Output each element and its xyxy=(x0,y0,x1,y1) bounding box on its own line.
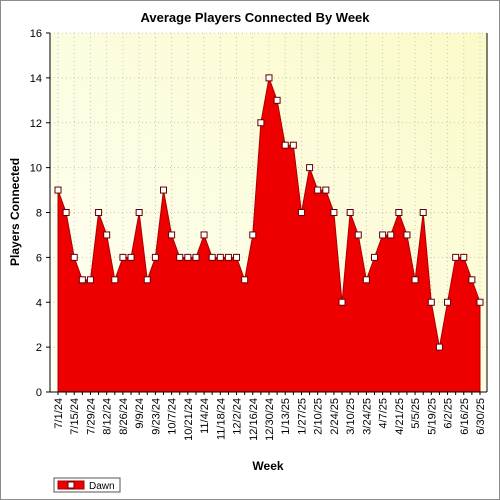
data-point xyxy=(460,253,468,261)
legend-label: Dawn xyxy=(89,481,115,492)
data-point xyxy=(476,298,484,306)
x-axis-label: Week xyxy=(252,459,283,473)
x-tick-label: 11/18/24 xyxy=(215,398,227,440)
data-point xyxy=(468,276,476,284)
data-point xyxy=(151,253,159,261)
x-tick-label: 9/9/24 xyxy=(134,398,146,429)
data-point xyxy=(427,298,435,306)
data-point xyxy=(111,276,119,284)
data-point xyxy=(241,276,249,284)
legend: Dawn xyxy=(53,477,121,493)
data-point xyxy=(127,253,135,261)
x-tick-label: 1/27/25 xyxy=(296,398,308,435)
x-tick-label: 12/30/24 xyxy=(264,398,276,441)
data-point xyxy=(86,276,94,284)
x-tick-label: 9/23/24 xyxy=(150,398,162,435)
data-point xyxy=(257,119,265,127)
data-point xyxy=(54,186,62,194)
y-tick-label: 4 xyxy=(36,297,42,309)
data-point xyxy=(62,209,70,216)
data-point xyxy=(200,231,208,239)
x-tick-label: 4/21/25 xyxy=(394,398,406,435)
data-point xyxy=(216,253,224,261)
data-point xyxy=(119,253,127,261)
x-tick-label: 3/24/25 xyxy=(361,398,373,435)
y-tick-label: 10 xyxy=(30,163,42,175)
data-point xyxy=(95,209,103,216)
data-point xyxy=(78,276,86,284)
x-tick-label: 5/5/25 xyxy=(410,398,422,429)
data-point xyxy=(70,253,78,261)
x-tick-label: 8/12/24 xyxy=(102,398,114,435)
data-point xyxy=(176,253,184,261)
data-point xyxy=(289,141,297,149)
data-point xyxy=(306,164,314,172)
data-point xyxy=(338,298,346,306)
x-tick-label: 11/4/24 xyxy=(199,398,211,434)
y-tick-label: 0 xyxy=(36,387,42,399)
data-point xyxy=(452,253,460,261)
data-point xyxy=(208,253,216,261)
data-point xyxy=(314,186,322,194)
x-tick-label: 8/26/24 xyxy=(118,398,130,435)
data-point xyxy=(435,343,443,351)
data-point xyxy=(379,231,387,239)
data-point xyxy=(143,276,151,284)
data-point xyxy=(395,209,403,216)
data-point xyxy=(168,231,176,239)
data-point xyxy=(354,231,362,239)
y-axis-label: Players Connected xyxy=(8,158,22,266)
x-tick-label: 1/13/25 xyxy=(280,398,292,435)
y-tick-label: 16 xyxy=(30,28,42,40)
data-point xyxy=(135,209,143,216)
y-tick-label: 2 xyxy=(36,342,42,354)
data-point xyxy=(419,209,427,216)
data-point xyxy=(233,253,241,261)
plot-area: 0 2 4 6 8 10 12 14 16 7/1/24 7/15/24 7/29/24 8/12/24… xyxy=(30,28,488,441)
x-tick-label: 10/21/24 xyxy=(183,398,195,441)
data-point xyxy=(297,209,305,216)
x-tick-label: 7/15/24 xyxy=(69,398,81,435)
data-point xyxy=(192,253,200,261)
x-tick-label: 2/10/25 xyxy=(313,398,325,435)
y-tick-label: 12 xyxy=(30,118,42,130)
data-point xyxy=(160,186,167,194)
chart-title: Average Players Connected By Week xyxy=(140,10,370,25)
x-tick-label: 4/7/25 xyxy=(378,398,390,429)
x-tick-label: 6/30/25 xyxy=(475,398,487,435)
data-point xyxy=(322,186,330,194)
y-tick-label: 14 xyxy=(30,73,42,85)
data-point xyxy=(265,74,273,82)
y-tick-label: 6 xyxy=(36,252,42,264)
data-point xyxy=(330,209,338,216)
legend-marker xyxy=(67,481,75,489)
x-tick-label: 2/24/25 xyxy=(329,398,341,435)
data-point xyxy=(403,231,411,239)
data-point xyxy=(103,231,111,239)
y-tick-label: 8 xyxy=(36,208,42,220)
data-point xyxy=(249,231,257,239)
x-tick-label: 12/2/24 xyxy=(232,398,244,435)
data-point xyxy=(346,209,354,216)
data-point xyxy=(184,253,192,261)
x-tick-label: 6/16/25 xyxy=(459,398,471,435)
x-tick-label: 7/29/24 xyxy=(85,398,97,435)
x-tick-label: 12/16/24 xyxy=(248,398,260,441)
data-point xyxy=(411,276,419,284)
data-point xyxy=(281,141,289,149)
data-point xyxy=(387,231,395,239)
data-point xyxy=(273,96,281,104)
x-tick-label: 10/7/24 xyxy=(167,398,179,435)
x-tick-label: 5/19/25 xyxy=(426,398,438,435)
data-point xyxy=(371,253,378,261)
x-tick-label: 3/10/25 xyxy=(345,398,357,435)
data-point xyxy=(224,253,232,261)
data-point xyxy=(444,298,452,306)
data-point xyxy=(362,276,370,284)
x-tick-label: 7/1/24 xyxy=(53,398,65,429)
x-tick-label: 6/2/25 xyxy=(443,398,455,429)
